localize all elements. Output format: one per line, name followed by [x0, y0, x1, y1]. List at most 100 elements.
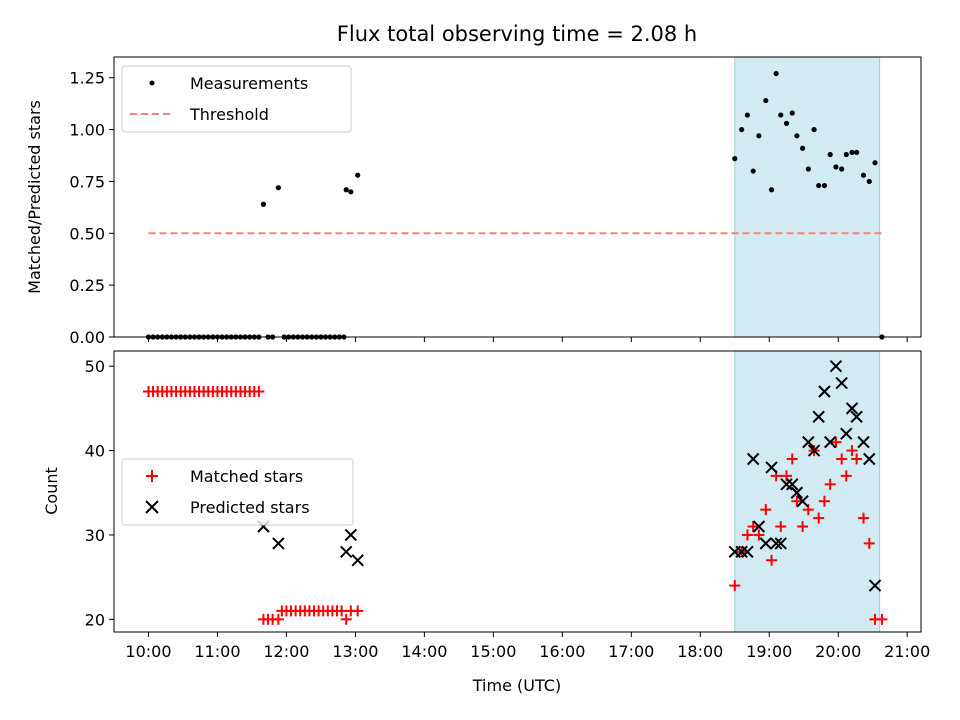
x-tick-label: 11:00: [194, 642, 240, 661]
matched-star-point: [858, 512, 870, 524]
chart-title: Flux total observing time = 2.08 h: [337, 22, 697, 46]
predicted-star-stroke: [868, 579, 882, 592]
predicted-stars-points: [257, 359, 882, 592]
legend-label-predicted: Predicted stars: [190, 498, 310, 517]
observing-window-rect: [734, 351, 880, 632]
predicted-star-stroke: [807, 444, 821, 457]
predicted-star-stroke: [790, 486, 804, 499]
predicted-star-point: [746, 452, 760, 466]
measurement-point: [799, 145, 806, 151]
measurement-point: [756, 133, 762, 139]
matched-star-point: [846, 445, 858, 457]
matched-star-point: [851, 453, 863, 465]
predicted-star-stroke: [840, 427, 853, 440]
observing-window-top: [734, 57, 881, 337]
x-tick-label: 10:00: [125, 642, 171, 661]
legend-marker-measurements: [149, 80, 155, 86]
predicted-star-stroke: [802, 435, 815, 449]
y-tick-label: 0.00: [69, 328, 105, 347]
panel-counts: 10:00 11:00 12:00 13:00 14:00 15:00 16:00 17:00…: [42, 350, 930, 695]
predicted-star-stroke: [759, 537, 773, 550]
matched-star-point: [813, 512, 825, 524]
measurement-point: [275, 185, 281, 191]
predicted-star-stroke: [735, 545, 748, 559]
measurement-point: [773, 70, 779, 77]
predicted-star-point: [835, 376, 848, 390]
predicted-star-point: [741, 545, 754, 559]
x-ticks-bottom: 10:00 11:00 12:00 13:00 14:00 15:00 16:00 17:00…: [125, 632, 930, 661]
matched-star-point: [830, 436, 842, 448]
predicted-star-stroke: [857, 435, 870, 449]
y-tick-label: 20: [85, 610, 105, 629]
matched-star-point: [747, 521, 759, 533]
legend-label-measurements: Measurements: [190, 74, 308, 93]
measurement-point: [839, 166, 845, 172]
predicted-star-point: [340, 545, 353, 559]
predicted-star-stroke: [850, 410, 863, 424]
predicted-star-point: [823, 435, 837, 449]
predicted-star-stroke: [786, 478, 799, 491]
matched-star-point: [818, 495, 830, 507]
x-tick-label: 12:00: [263, 642, 309, 661]
matched-star-point: [253, 386, 265, 398]
predicted-star-stroke: [344, 528, 358, 542]
predicted-star-point: [344, 528, 358, 542]
measurement-point: [763, 97, 769, 104]
measurement-point: [783, 120, 790, 126]
measurement-point: [811, 126, 817, 133]
predicted-star-stroke: [863, 452, 876, 466]
predicted-star-point: [850, 410, 863, 424]
matched-star-point: [863, 537, 875, 549]
y-tick-label: 0.25: [69, 276, 105, 295]
predicted-star-point: [774, 537, 787, 550]
x-tick-label: 16:00: [539, 642, 585, 661]
predicted-star-stroke: [351, 554, 364, 567]
x-axis-label: Time (UTC): [472, 676, 561, 695]
x-tick-label: 17:00: [608, 642, 654, 661]
measurement-point: [768, 187, 775, 193]
predicted-star-point: [790, 486, 804, 499]
measurement-point: [805, 166, 811, 172]
predicted-star-point: [769, 537, 783, 550]
y-tick-label: 50: [85, 357, 105, 376]
x-tick-label: 19:00: [746, 642, 792, 661]
predicted-star-point: [812, 410, 825, 424]
predicted-star-point: [752, 520, 766, 533]
matched-star-point: [272, 613, 284, 625]
predicted-star-point: [840, 427, 853, 440]
measurement-point: [750, 168, 756, 174]
matched-star-point: [824, 478, 836, 490]
predicted-star-point: [786, 478, 799, 491]
y-tick-label: 0.50: [69, 224, 105, 243]
measurement-point: [739, 126, 745, 133]
legend-marker-matched: [146, 470, 158, 482]
predicted-star-point: [759, 537, 773, 550]
measurement-point: [833, 164, 839, 170]
x-tick-label: 15:00: [470, 642, 516, 661]
predicted-star-point: [351, 554, 364, 567]
predicted-star-point: [272, 537, 285, 550]
legend-label-threshold: Threshold: [189, 105, 269, 124]
x-tick-label: 21:00: [884, 642, 930, 661]
predicted-star-stroke: [845, 402, 859, 415]
measurement-point: [849, 149, 855, 156]
predicted-star-point: [845, 402, 859, 415]
measurement-point: [778, 112, 784, 118]
y-tick-label: 1.00: [69, 121, 105, 140]
measurement-point: [260, 201, 267, 207]
x-tick-label: 18:00: [677, 642, 723, 661]
measurement-point: [866, 178, 872, 185]
y-axis-label-top: Matched/Predicted stars: [25, 100, 44, 294]
matched-star-point: [340, 613, 352, 625]
predicted-star-point: [780, 478, 793, 491]
predicted-star-stroke: [780, 478, 793, 491]
matched-star-point: [876, 613, 888, 625]
measurement-point: [872, 160, 878, 166]
measurement-point: [744, 112, 751, 118]
y-ticks-bottom: 20 30 40 50: [85, 357, 114, 629]
measurement-point: [827, 151, 833, 158]
predicted-star-stroke: [796, 494, 809, 508]
matched-star-point: [760, 504, 772, 516]
matched-star-point: [786, 453, 798, 465]
